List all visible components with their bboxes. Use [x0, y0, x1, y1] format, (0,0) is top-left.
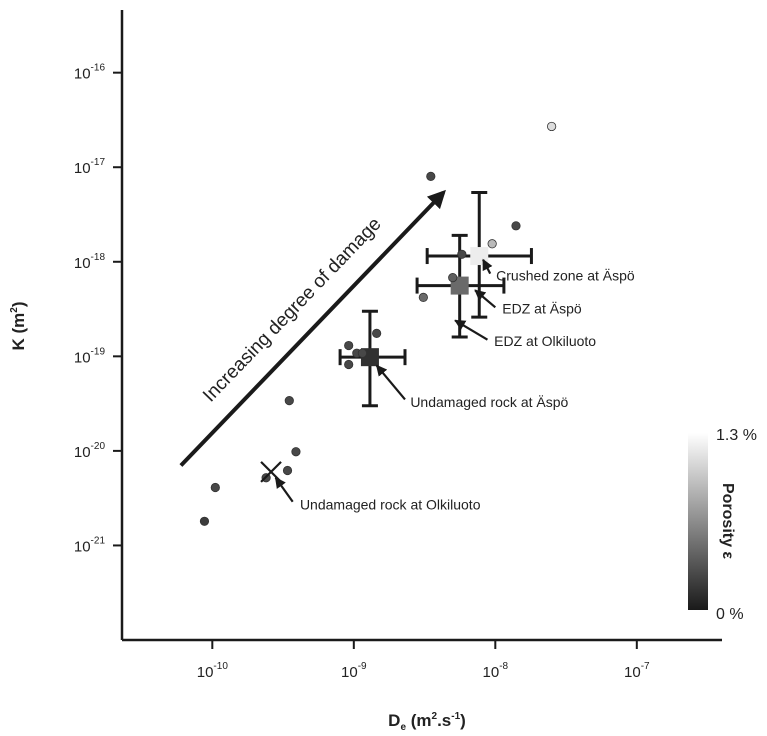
- annotation-arrow: [482, 258, 493, 275]
- x-tick-label: 10-8: [483, 661, 509, 681]
- porosity-colorbar: 1.3 % 0 % Porosity ε: [688, 427, 757, 623]
- data-point: [210, 482, 220, 493]
- data-point: [291, 447, 301, 457]
- data-point: [457, 249, 467, 259]
- cross-stroke: [260, 461, 282, 483]
- x-tick-label: 10-7: [624, 661, 650, 681]
- annotation-arrow: [454, 319, 489, 341]
- plot-area: [199, 121, 557, 526]
- data-point: [357, 348, 368, 358]
- data-point: [418, 292, 428, 303]
- data-point: [487, 239, 497, 249]
- annotation-label: EDZ at Olkiluoto: [494, 333, 596, 349]
- annotation-label: Crushed zone at Äspö: [496, 267, 635, 283]
- data-point: [448, 273, 458, 283]
- data-point: [426, 171, 436, 181]
- error-group: [425, 191, 533, 319]
- annotations: Increasing degree of damage Crushed zone …: [179, 189, 635, 513]
- y-tick-label: 10-17: [74, 157, 106, 177]
- annotation-arrow: [274, 476, 294, 503]
- annotation-label: Undamaged rock at Olkiluoto: [300, 497, 481, 513]
- data-point: [199, 516, 210, 526]
- data-point: [547, 121, 557, 132]
- colorbar-max-label: 1.3 %: [716, 427, 757, 444]
- colorbar-min-label: 0 %: [716, 606, 744, 623]
- colorbar-title: Porosity ε: [719, 483, 736, 559]
- data-point: [282, 465, 293, 476]
- x-tick-label: 10-9: [341, 661, 367, 681]
- y-tick-label: 10-18: [74, 252, 106, 272]
- y-axis-label: K (m2): [9, 301, 28, 350]
- y-tick-label: 10-21: [74, 535, 106, 555]
- colorbar-gradient: [688, 433, 708, 610]
- data-point: [372, 328, 382, 338]
- damage-arrow-label: Increasing degree of damage: [199, 214, 385, 407]
- data-point: [284, 396, 294, 406]
- x-axis-label: De (m2.s-1): [388, 711, 466, 733]
- axes: [120, 10, 722, 642]
- data-point: [511, 221, 521, 231]
- annotation-label: Undamaged rock at Äspö: [410, 394, 568, 410]
- tick-labels: 10-21 10-20 10-19 10-18 10-17 10-16 10-10 10-9 1…: [74, 63, 650, 681]
- error-group: [338, 309, 407, 408]
- damage-arrow: [179, 189, 446, 467]
- y-tick-label: 10-20: [74, 441, 106, 461]
- annotation-label: EDZ at Äspö: [502, 301, 582, 317]
- annotation-arrow: [375, 364, 406, 401]
- y-tick-label: 10-19: [74, 346, 106, 366]
- annotation-arrow: [474, 289, 497, 309]
- y-tick-label: 10-16: [74, 63, 106, 83]
- x-tick-label: 10-10: [197, 661, 229, 681]
- data-point: [344, 359, 354, 370]
- cross-marker: [260, 461, 282, 483]
- data-point: [344, 340, 354, 351]
